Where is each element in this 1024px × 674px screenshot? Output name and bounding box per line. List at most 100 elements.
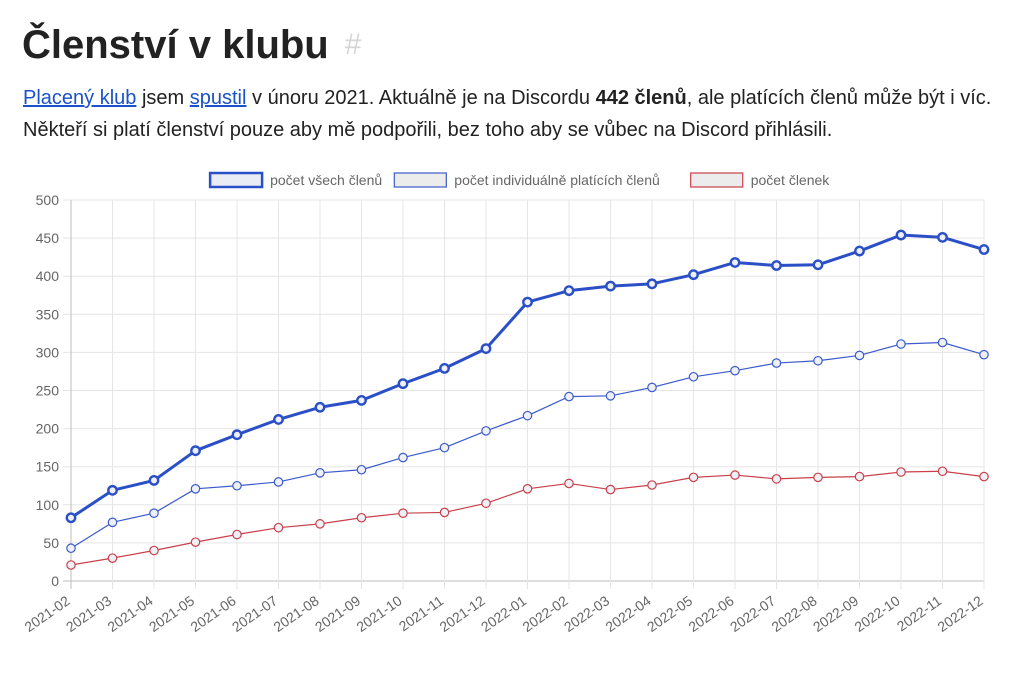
data-point[interactable] xyxy=(149,545,159,556)
x-tick-label: 2022-05 xyxy=(644,592,695,635)
data-point[interactable] xyxy=(564,391,574,402)
data-point[interactable] xyxy=(688,269,699,281)
data-point[interactable] xyxy=(813,355,823,366)
data-point[interactable] xyxy=(647,480,657,490)
data-point[interactable] xyxy=(812,259,824,271)
data-point[interactable] xyxy=(356,464,367,475)
data-point[interactable] xyxy=(937,231,948,243)
data-point[interactable] xyxy=(646,278,658,290)
data-point[interactable] xyxy=(356,512,367,523)
x-tick-label: 2021-12 xyxy=(436,592,487,635)
data-point[interactable] xyxy=(854,471,865,482)
data-point[interactable] xyxy=(730,470,740,480)
data-point[interactable] xyxy=(439,507,450,518)
y-tick-label: 100 xyxy=(36,497,60,513)
intro-text-1: jsem xyxy=(136,87,190,109)
data-point[interactable] xyxy=(480,343,492,354)
data-point[interactable] xyxy=(896,467,906,477)
data-point[interactable] xyxy=(522,410,533,421)
heading-anchor-link[interactable]: # xyxy=(344,28,362,61)
x-tick-label: 2022-07 xyxy=(727,592,778,635)
data-point[interactable] xyxy=(895,229,907,241)
data-point[interactable] xyxy=(397,378,409,390)
data-point[interactable] xyxy=(813,472,823,483)
data-point[interactable] xyxy=(564,478,574,489)
paid-club-link[interactable]: Placený klub xyxy=(23,87,137,109)
y-tick-label: 400 xyxy=(36,268,60,284)
x-tick-label: 2022-04 xyxy=(602,592,653,635)
launched-link[interactable]: spustil xyxy=(189,87,247,109)
data-point[interactable] xyxy=(854,350,865,361)
y-tick-label: 350 xyxy=(36,306,60,322)
x-tick-label: 2022-10 xyxy=(851,592,902,635)
data-point[interactable] xyxy=(563,285,575,297)
data-point[interactable] xyxy=(232,480,242,491)
data-point[interactable] xyxy=(232,529,242,540)
data-point[interactable] xyxy=(688,472,699,483)
data-point[interactable] xyxy=(937,466,948,477)
legend-swatch-0[interactable] xyxy=(208,171,264,189)
data-point[interactable] xyxy=(522,483,533,494)
x-tick-label: 2021-07 xyxy=(229,592,280,635)
data-point[interactable] xyxy=(605,280,616,292)
data-point[interactable] xyxy=(979,349,989,360)
data-point[interactable] xyxy=(439,442,450,453)
data-point[interactable] xyxy=(190,537,201,547)
intro-text-2: v únoru 2021. Aktuálně je na Discordu xyxy=(246,87,596,109)
data-point[interactable] xyxy=(398,508,408,518)
data-point[interactable] xyxy=(771,474,782,484)
membership-line-chart: 0501001502002503003504004505002021-02202… xyxy=(21,171,990,635)
x-tick-label: 2022-11 xyxy=(894,592,945,634)
data-point[interactable] xyxy=(729,257,741,268)
data-point[interactable] xyxy=(356,395,367,406)
y-tick-label: 300 xyxy=(36,344,60,360)
data-point[interactable] xyxy=(107,553,118,563)
data-point[interactable] xyxy=(190,483,201,494)
data-point[interactable] xyxy=(149,508,159,518)
x-tick-label: 2021-04 xyxy=(104,592,155,635)
data-point[interactable] xyxy=(481,426,491,436)
data-point[interactable] xyxy=(66,543,76,554)
data-point[interactable] xyxy=(978,244,990,255)
data-point[interactable] xyxy=(771,358,782,368)
data-point[interactable] xyxy=(771,260,782,271)
data-point[interactable] xyxy=(66,560,76,570)
legend-label-0[interactable]: počet všech členů xyxy=(270,172,382,188)
x-tick-label: 2022-06 xyxy=(685,592,736,635)
data-point[interactable] xyxy=(688,371,699,382)
data-point[interactable] xyxy=(315,467,325,478)
y-tick-label: 200 xyxy=(36,421,60,437)
data-point[interactable] xyxy=(65,512,77,524)
legend-swatch-1[interactable] xyxy=(393,172,447,188)
data-point[interactable] xyxy=(522,296,533,308)
data-point[interactable] xyxy=(107,517,118,528)
data-point[interactable] xyxy=(190,445,201,457)
data-point[interactable] xyxy=(979,471,989,482)
data-point[interactable] xyxy=(315,519,325,529)
data-point[interactable] xyxy=(398,452,408,463)
data-point[interactable] xyxy=(231,429,243,441)
data-point[interactable] xyxy=(605,391,616,401)
data-point[interactable] xyxy=(647,382,657,393)
data-point[interactable] xyxy=(107,484,118,496)
x-tick-label: 2022-12 xyxy=(934,592,985,635)
data-point[interactable] xyxy=(896,339,906,349)
data-point[interactable] xyxy=(314,401,326,413)
data-point[interactable] xyxy=(148,475,160,486)
data-point[interactable] xyxy=(273,414,284,425)
legend-label-2[interactable]: počet členek xyxy=(751,172,831,188)
x-tick-label: 2021-10 xyxy=(353,592,404,635)
legend-label-1[interactable]: počet individuálně platících členů xyxy=(454,172,659,188)
page-title-text: Členství v klubu xyxy=(22,23,329,67)
data-point[interactable] xyxy=(730,365,740,376)
data-point[interactable] xyxy=(937,337,948,348)
data-point[interactable] xyxy=(439,363,450,374)
data-point[interactable] xyxy=(605,484,616,495)
x-tick-label: 2021-11 xyxy=(396,592,447,634)
data-point[interactable] xyxy=(273,477,284,487)
legend-swatch-2[interactable] xyxy=(690,172,744,188)
data-point[interactable] xyxy=(481,498,491,509)
data-point[interactable] xyxy=(273,522,284,533)
y-tick-label: 150 xyxy=(36,459,60,475)
data-point[interactable] xyxy=(854,245,865,257)
